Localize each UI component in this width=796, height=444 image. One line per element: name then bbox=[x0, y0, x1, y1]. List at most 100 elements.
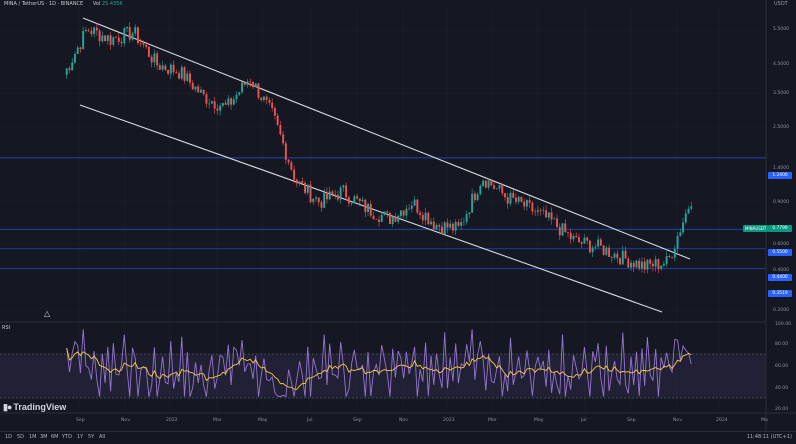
candle-body bbox=[462, 221, 465, 223]
candle-body bbox=[671, 257, 674, 258]
range-button-5d[interactable]: 5D bbox=[17, 434, 25, 440]
candle-body bbox=[90, 30, 93, 35]
candle-body bbox=[197, 86, 200, 93]
date-tick: Nov bbox=[673, 418, 682, 423]
range-button-6m[interactable]: 6M bbox=[51, 434, 59, 440]
symbol-header[interactable]: MINA / TetherUS · 1D · BINANCE Vol 25.43… bbox=[4, 1, 123, 7]
candle-body bbox=[608, 247, 611, 258]
candle-body bbox=[254, 83, 257, 87]
candle-body bbox=[224, 102, 227, 105]
range-button-ytd[interactable]: YTD bbox=[62, 434, 72, 440]
candle-body bbox=[317, 197, 320, 203]
candle-body bbox=[591, 247, 594, 253]
candle-body bbox=[665, 255, 668, 264]
candle-body bbox=[276, 115, 279, 125]
candle-body bbox=[487, 180, 490, 188]
candle-body bbox=[339, 187, 342, 200]
candle-body bbox=[539, 210, 542, 211]
candle-body bbox=[350, 203, 353, 204]
candle-body bbox=[320, 202, 323, 208]
candle-body bbox=[364, 199, 367, 212]
candle-body bbox=[293, 169, 296, 180]
candle-body bbox=[128, 26, 131, 40]
date-tick: Jul bbox=[307, 418, 313, 423]
candle-body bbox=[372, 215, 375, 220]
candle-body bbox=[550, 212, 553, 220]
bottom-toolbar: 1D 5D 1M 3M 6M YTD 1Y 5Y All 11:48:11 (U… bbox=[0, 431, 796, 444]
range-button-5y[interactable]: 5Y bbox=[88, 434, 95, 440]
candle-body bbox=[386, 211, 389, 213]
candle-body bbox=[260, 97, 263, 100]
candle-body bbox=[252, 81, 254, 87]
candle-body bbox=[93, 27, 96, 35]
candle-body bbox=[183, 67, 186, 81]
candle-body bbox=[115, 37, 118, 38]
candle-body bbox=[208, 103, 211, 105]
candle-body bbox=[336, 195, 339, 200]
candle-body bbox=[238, 92, 241, 95]
candle-body bbox=[178, 73, 181, 79]
candle-body bbox=[342, 185, 345, 188]
candle-body bbox=[219, 105, 222, 111]
rsi-ma-line bbox=[66, 347, 692, 390]
candle-body bbox=[394, 216, 397, 222]
candle-body bbox=[325, 192, 328, 200]
candle-body bbox=[619, 258, 622, 265]
candle-body bbox=[315, 197, 317, 199]
candle-body bbox=[410, 205, 413, 209]
symbol-title[interactable]: MINA / TetherUS · 1D · BINANCE bbox=[4, 1, 84, 7]
candle-body bbox=[71, 62, 74, 71]
candle-body bbox=[304, 182, 307, 193]
candle-body bbox=[457, 222, 460, 226]
candle-body bbox=[199, 89, 202, 93]
candle-body bbox=[441, 226, 443, 234]
range-button-1m[interactable]: 1M bbox=[29, 434, 37, 440]
candle-body bbox=[575, 235, 578, 238]
range-button-1d[interactable]: 1D bbox=[5, 434, 13, 440]
tradingview-logo[interactable]: ▮● TradingView bbox=[3, 402, 66, 413]
rsi-tick: 40.00 bbox=[775, 386, 789, 391]
date-tick: Sep bbox=[353, 418, 362, 423]
candle-body bbox=[95, 27, 98, 31]
rsi-tick: 60.00 bbox=[775, 364, 789, 369]
price-tick: 0.4000 bbox=[773, 268, 790, 273]
candle-body bbox=[249, 81, 252, 83]
candle-body bbox=[246, 81, 249, 85]
candle-body bbox=[643, 261, 646, 270]
candle-body bbox=[662, 263, 665, 266]
candle-body bbox=[153, 53, 156, 63]
candle-body bbox=[501, 185, 504, 194]
currency-unit-label[interactable]: USDT bbox=[774, 1, 788, 7]
price-tick: 0.2000 bbox=[773, 308, 790, 313]
candle-body bbox=[512, 192, 515, 198]
candle-body bbox=[520, 196, 523, 202]
candle-body bbox=[205, 94, 208, 104]
candle-body bbox=[564, 223, 567, 233]
candle-body bbox=[534, 211, 537, 213]
range-button-all[interactable]: All bbox=[99, 434, 106, 440]
candle-body bbox=[210, 101, 213, 104]
candle-body bbox=[580, 242, 583, 244]
candle-body bbox=[465, 214, 468, 222]
range-button-3m[interactable]: 3M bbox=[40, 434, 48, 440]
candle-body bbox=[383, 211, 386, 215]
candle-body bbox=[605, 247, 608, 255]
candle-body bbox=[347, 197, 350, 204]
candle-body bbox=[567, 232, 569, 233]
rsi-indicator-label[interactable]: RSI bbox=[2, 325, 11, 331]
ruler-tool-icon[interactable]: △ bbox=[44, 309, 51, 318]
candle-body bbox=[416, 199, 419, 213]
candle-body bbox=[147, 46, 150, 57]
candle-body bbox=[638, 260, 641, 269]
candle-body bbox=[405, 208, 408, 216]
utc-clock[interactable]: 11:48:11 (UTC+1) bbox=[746, 434, 792, 440]
candle-body bbox=[131, 33, 134, 40]
candle-body bbox=[443, 222, 446, 234]
candle-body bbox=[594, 246, 597, 248]
candle-body bbox=[356, 196, 359, 199]
candle-body bbox=[432, 221, 435, 230]
range-button-1y[interactable]: 1Y bbox=[77, 434, 84, 440]
candle-body bbox=[145, 44, 148, 47]
candle-body bbox=[471, 193, 474, 213]
